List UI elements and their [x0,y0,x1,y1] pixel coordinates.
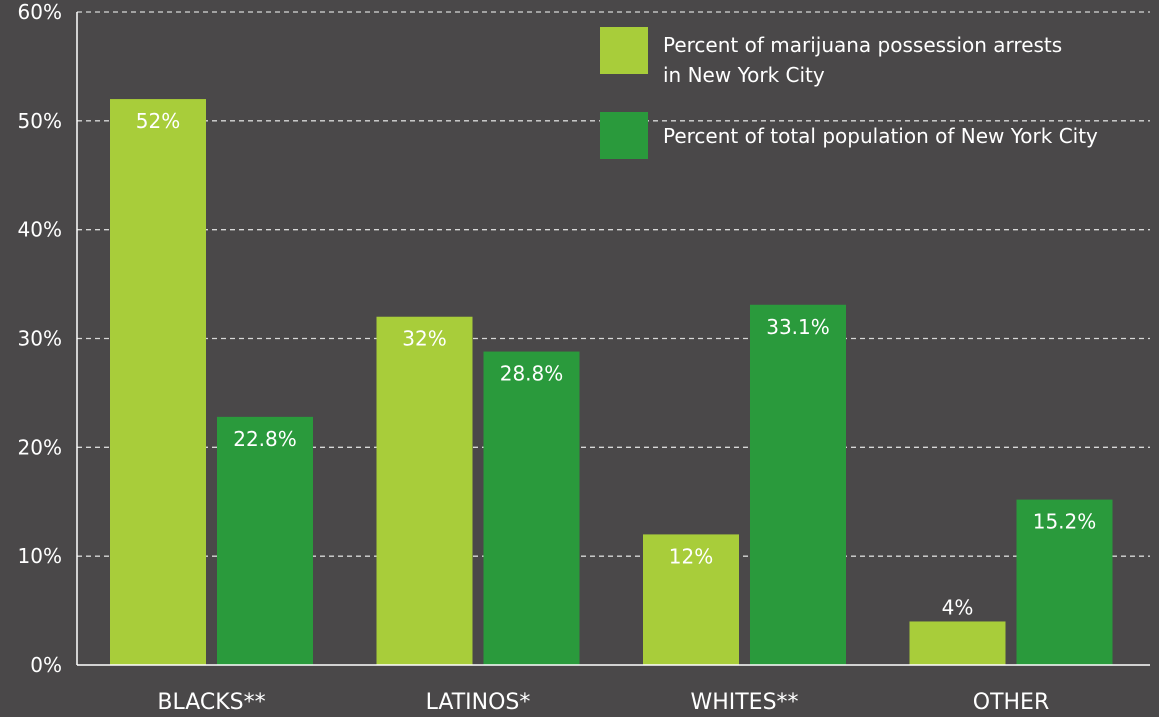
y-tick-label: 60% [18,0,62,24]
bar [643,534,739,665]
y-tick-label: 10% [18,544,62,568]
y-tick-label: 30% [18,327,62,351]
y-tick-label: 50% [18,109,62,133]
y-tick-label: 40% [18,218,62,242]
legend-label: in New York City [663,63,825,87]
x-tick-label: BLACKS** [157,690,265,715]
data-label: 15.2% [1033,510,1097,534]
bar [217,416,313,665]
legend: Percent of marijuana possession arrests i… [600,27,1098,159]
legend-swatch [600,112,648,159]
y-tick-label: 0% [30,653,62,677]
data-label: 32% [402,327,446,351]
bar [110,99,206,666]
axes: 0% 10% 20% 30% 40% 50% 60% BLACKS** LATINOS* WHIT… [18,0,1150,715]
x-tick-label: LATINOS* [426,690,531,715]
bar [483,351,580,665]
data-label: 33.1% [766,315,830,339]
gridlines [77,11,1150,557]
x-tick-label: OTHER [973,690,1049,715]
data-label: 4% [942,595,974,619]
data-label: 12% [669,544,713,568]
legend-label: Percent of total population of New York … [663,124,1098,148]
data-label: 22.8% [233,427,297,451]
bar [1016,499,1113,665]
bars: 52% 22.8% 32% 28.8% 12% 33.1% 4% 15.2% [110,99,1113,666]
y-tick-label: 20% [18,435,62,459]
data-label: 52% [136,109,180,133]
data-label: 28.8% [500,362,564,386]
legend-swatch [600,27,648,74]
bar [750,304,846,665]
bar [376,316,473,665]
bar [909,621,1006,665]
legend-label: Percent of marijuana possession arrests [663,33,1062,57]
x-tick-label: WHITES** [690,690,798,715]
